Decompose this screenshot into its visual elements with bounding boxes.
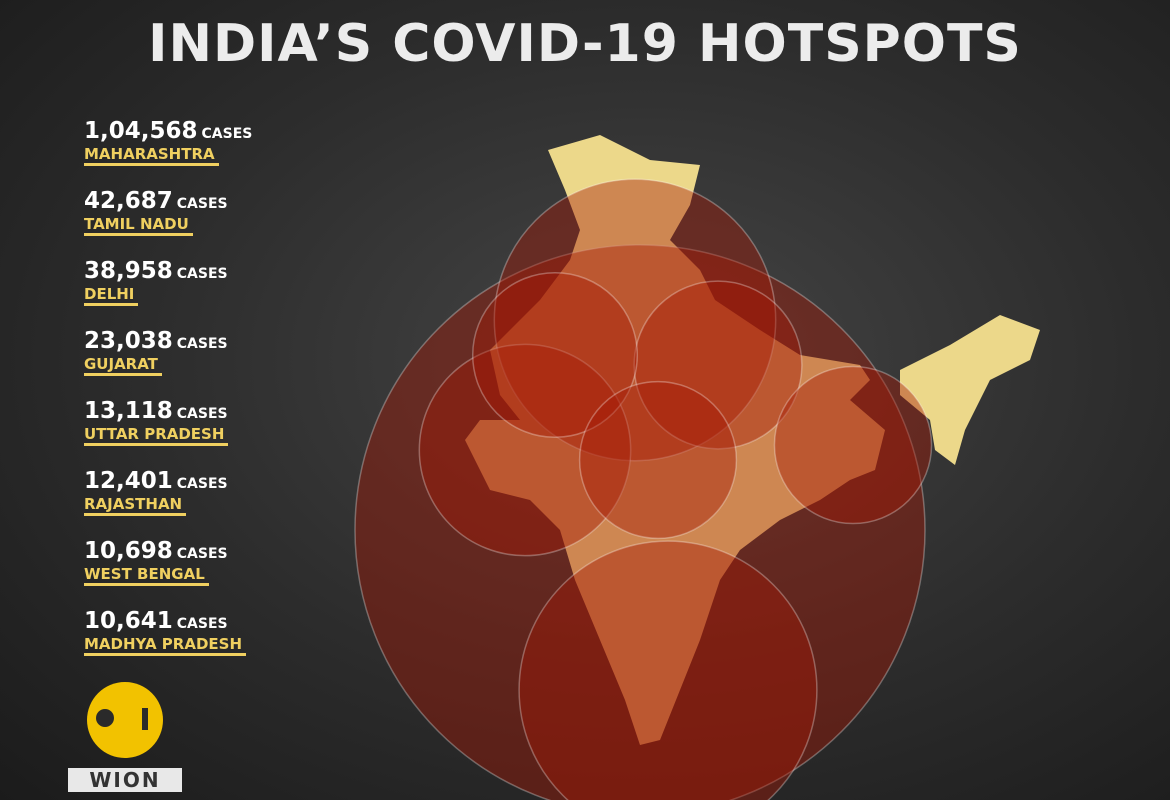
hotspot-circle — [633, 280, 803, 450]
state-name: DELHI — [84, 285, 139, 306]
state-name: UTTAR PRADESH — [84, 425, 229, 446]
case-unit: CASES — [176, 406, 228, 422]
cases-line: 10,641 CASES — [84, 608, 304, 634]
case-unit: CASES — [176, 336, 228, 352]
northeast-outline — [900, 315, 1040, 465]
hotspot-circle — [578, 380, 738, 540]
state-name: GUJARAT — [84, 355, 162, 376]
cases-line: 10,698 CASES — [84, 538, 304, 564]
case-count: 10,698 — [84, 538, 173, 564]
hotspot-circle — [471, 271, 639, 439]
india-outline — [465, 135, 885, 745]
case-count: 1,04,568 — [84, 118, 198, 144]
cases-line: 38,958 CASES — [84, 258, 304, 284]
hotspot-circle — [354, 244, 926, 800]
case-unit: CASES — [176, 196, 228, 212]
hotspot-circle — [493, 178, 777, 462]
hotspot-circle — [518, 540, 818, 800]
case-unit: CASES — [176, 266, 228, 282]
hotspot-circles — [354, 178, 933, 800]
hotspot-list: 1,04,568 CASES MAHARASHTRA 42,687 CASES TAMIL… — [84, 118, 304, 678]
case-unit: CASES — [201, 126, 253, 142]
hotspot-item: 12,401 CASES RAJASTHAN — [84, 468, 304, 538]
hotspot-circle — [418, 343, 632, 557]
hotspot-item: 42,687 CASES TAMIL NADU — [84, 188, 304, 258]
hotspot-item: 23,038 CASES GUJARAT — [84, 328, 304, 398]
cases-line: 42,687 CASES — [84, 188, 304, 214]
cases-line: 1,04,568 CASES — [84, 118, 304, 144]
state-name: RAJASTHAN — [84, 495, 187, 516]
logo: WION — [68, 768, 182, 792]
case-count: 38,958 — [84, 258, 173, 284]
case-count: 42,687 — [84, 188, 173, 214]
state-name: WEST BENGAL — [84, 565, 209, 586]
state-name: MAHARASHTRA — [84, 145, 219, 166]
state-name: MADHYA PRADESH — [84, 635, 247, 656]
case-count: 10,641 — [84, 608, 173, 634]
title: INDIA’S COVID-19 HOTSPOTS — [148, 14, 1022, 74]
case-count: 13,118 — [84, 398, 173, 424]
case-count: 12,401 — [84, 468, 173, 494]
cases-line: 12,401 CASES — [84, 468, 304, 494]
state-name: TAMIL NADU — [84, 215, 193, 236]
hotspot-item: 38,958 CASES DELHI — [84, 258, 304, 328]
cases-line: 13,118 CASES — [84, 398, 304, 424]
case-unit: CASES — [176, 476, 228, 492]
case-unit: CASES — [176, 546, 228, 562]
hotspot-item: 10,641 CASES MADHYA PRADESH — [84, 608, 304, 678]
hotspot-item: 1,04,568 CASES MAHARASHTRA — [84, 118, 304, 188]
case-count: 23,038 — [84, 328, 173, 354]
cases-line: 23,038 CASES — [84, 328, 304, 354]
hotspot-item: 13,118 CASES UTTAR PRADESH — [84, 398, 304, 468]
hotspot-item: 10,698 CASES WEST BENGAL — [84, 538, 304, 608]
case-unit: CASES — [176, 616, 228, 632]
hotspot-circle — [773, 365, 933, 525]
